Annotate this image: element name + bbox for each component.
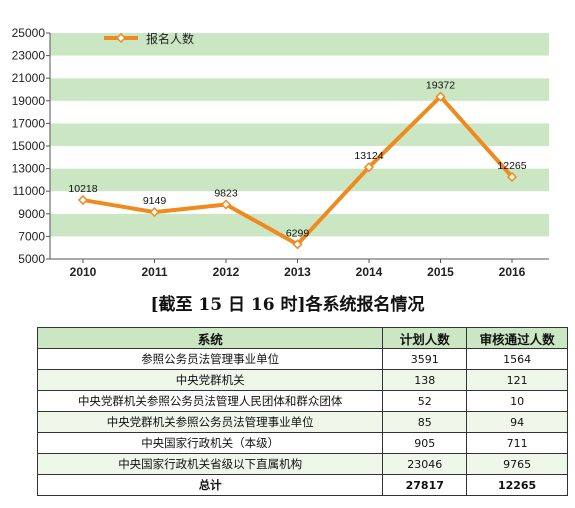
table-title: [截至 15 日 16 时]各系统报名情况	[150, 295, 425, 315]
y-tick-label: 15000	[12, 139, 46, 153]
line-chart: 5000 7000 9000 11000 13000 15000 17000 19000 210…	[12, 26, 549, 279]
cell-system: 中央党群机关	[36, 369, 384, 391]
y-tick-label: 21000	[12, 71, 46, 85]
table-row: 中央党群机关 138 121	[36, 369, 568, 391]
registration-table: 系统 计划人数 审核通过人数 参照公务员法管理事业单位 3591 1564 中央…	[36, 327, 568, 496]
data-point-marker	[363, 162, 375, 173]
data-label: 6299	[286, 227, 310, 239]
x-tick-label: 2010	[70, 265, 97, 279]
y-tick-label: 19000	[12, 94, 46, 108]
grid-band	[50, 191, 549, 214]
table-row: 中央国家行政机关（本级） 905 711	[36, 432, 568, 454]
data-point-marker	[77, 194, 89, 206]
cell-planned: 3591	[382, 348, 468, 370]
cell-total-label: 总计	[36, 474, 384, 496]
cell-system: 中央国家行政机关省级以下直属机构	[36, 453, 384, 475]
table-row: 中央国家行政机关省级以下直属机构 23046 9765	[36, 453, 568, 475]
cell-approved: 711	[466, 432, 568, 454]
x-tick-label: 2015	[427, 265, 454, 279]
data-label: 9149	[143, 195, 167, 207]
legend-marker	[115, 32, 127, 44]
table-row: 参照公务员法管理事业单位 3591 1564	[36, 348, 568, 370]
x-axis: 2010 2011 2012 2013 2014 2015 2016	[50, 258, 549, 279]
header-approved: 审核通过人数	[466, 327, 568, 349]
grid-band	[50, 236, 549, 259]
cell-system: 中央国家行政机关（本级）	[36, 432, 384, 454]
cell-approved: 10	[466, 390, 568, 412]
cell-planned: 52	[382, 390, 468, 412]
cell-total-approved: 12265	[466, 474, 568, 496]
table-total-row: 总计 27817 12265	[36, 474, 568, 496]
grid-band	[50, 146, 549, 169]
grid-band	[50, 78, 549, 101]
y-tick-label: 7000	[18, 229, 45, 243]
data-point-marker	[220, 199, 232, 210]
y-tick-label: 23000	[12, 49, 46, 63]
data-point-marker	[435, 91, 446, 102]
x-tick-label: 2011	[141, 265, 167, 279]
grid-band	[50, 33, 549, 56]
x-tick-label: 2016	[499, 265, 526, 279]
grid-band	[50, 100, 549, 124]
cell-approved: 1564	[466, 348, 568, 370]
legend: 报名人数	[104, 31, 194, 46]
header-system: 系统	[36, 327, 384, 349]
y-tick-label: 5000	[18, 252, 45, 266]
cell-system: 中央党群机关参照公务员法管理人民团体和群众团体	[36, 390, 384, 412]
x-tick-label: 2014	[356, 265, 383, 279]
chart-bands	[50, 33, 549, 259]
cell-planned: 905	[382, 432, 468, 454]
grid-band	[50, 55, 549, 79]
y-tick-label: 25000	[12, 26, 46, 40]
cell-system: 中央党群机关参照公务员法管理事业单位	[36, 411, 384, 433]
data-label: 10218	[68, 183, 97, 195]
series-line: 10218 9149 9823 6299 13124 19372 12265	[68, 80, 527, 250]
y-axis: 5000 7000 9000 11000 13000 15000 17000 19000 210…	[12, 26, 51, 266]
cell-planned: 23046	[382, 453, 468, 475]
table-header-row: 系统 计划人数 审核通过人数	[36, 327, 568, 349]
data-label: 19372	[426, 80, 455, 92]
data-point-marker	[292, 239, 303, 250]
grid-band	[50, 213, 549, 237]
grid-band	[50, 123, 549, 146]
table-row: 中央党群机关参照公务员法管理人民团体和群众团体 52 10	[36, 390, 568, 412]
grid-band	[50, 168, 549, 192]
y-tick-label: 17000	[12, 116, 46, 130]
y-tick-label: 13000	[12, 162, 46, 176]
cell-approved: 121	[466, 369, 568, 391]
legend-label: 报名人数	[146, 31, 194, 46]
y-tick-label: 9000	[18, 207, 45, 221]
cell-system: 参照公务员法管理事业单位	[36, 348, 384, 370]
y-tick-label: 11000	[13, 184, 46, 198]
cell-planned: 138	[382, 369, 468, 391]
cell-planned: 85	[382, 411, 468, 433]
cell-approved: 94	[466, 411, 568, 433]
data-label: 12265	[497, 160, 526, 172]
data-label: 13124	[354, 150, 383, 162]
data-point-marker	[149, 207, 160, 218]
data-label: 9823	[214, 188, 238, 200]
x-tick-label: 2012	[213, 265, 240, 279]
x-tick-label: 2013	[284, 265, 311, 279]
cell-approved: 9765	[466, 453, 568, 475]
cell-total-planned: 27817	[382, 474, 468, 496]
table-row: 中央党群机关参照公务员法管理事业单位 85 94	[36, 411, 568, 433]
data-point-marker	[506, 171, 518, 182]
header-planned: 计划人数	[382, 327, 468, 349]
